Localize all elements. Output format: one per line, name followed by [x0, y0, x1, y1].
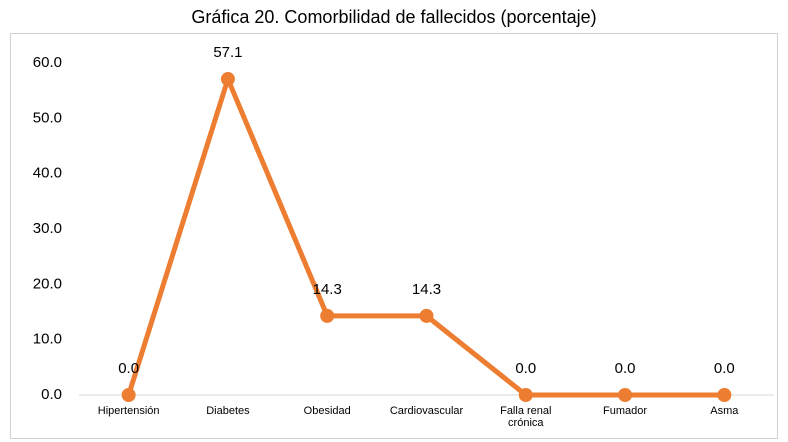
x-tick-label: Obesidad	[304, 405, 351, 417]
point	[518, 388, 533, 402]
data-label: 0.0	[515, 360, 536, 377]
point	[717, 388, 732, 402]
y-tick-label: 50.0	[33, 109, 62, 126]
data-label: 0.0	[615, 360, 636, 377]
data-label: 14.3	[412, 281, 441, 298]
point	[618, 388, 633, 402]
x-tick-label: Asma	[710, 405, 739, 417]
point	[419, 308, 434, 323]
data-label: 57.1	[213, 44, 242, 61]
point	[220, 72, 235, 87]
y-tick-label: 30.0	[33, 220, 62, 237]
y-tick-label: 10.0	[33, 331, 62, 348]
point	[320, 308, 335, 323]
x-tick-label: Falla renal crónica	[500, 405, 551, 429]
chart-frame	[10, 33, 778, 439]
x-tick-label: Diabetes	[206, 405, 250, 417]
data-label: 14.3	[313, 281, 342, 298]
y-tick-label: 20.0	[33, 275, 62, 292]
data-label: 0.0	[118, 360, 139, 377]
x-tick-label: Cardiovascular	[390, 405, 464, 417]
x-tick-label: Hipertensión	[98, 405, 160, 417]
y-tick-label: 40.0	[33, 165, 62, 182]
point	[121, 388, 136, 402]
data-label: 0.0	[714, 360, 735, 377]
chart-title: Gráfica 20. Comorbilidad de fallecidos (…	[191, 7, 596, 27]
y-tick-label: 60.0	[33, 54, 62, 71]
y-tick-label: 0.0	[41, 386, 62, 403]
x-tick-label: Fumador	[603, 405, 647, 417]
